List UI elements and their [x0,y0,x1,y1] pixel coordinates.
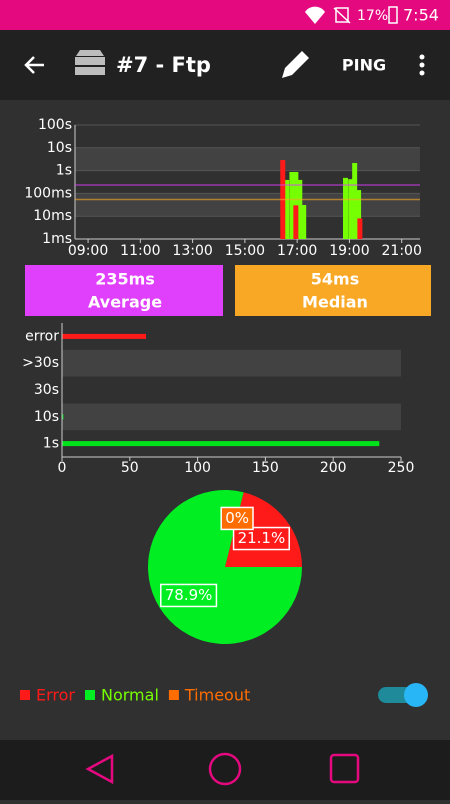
nav-bar [0,740,450,800]
pie-label-box [220,506,254,531]
x-tick-label: 0 [58,460,67,476]
bar [293,205,299,239]
bar [357,218,363,239]
toggle-knob[interactable] [404,683,428,707]
pie-label-box [232,526,290,551]
pie-label: 78.9% [165,586,213,604]
y-tick-label: 1ms [42,231,72,247]
bar [301,204,307,239]
grid-band [75,147,420,171]
legend-swatch [85,690,95,700]
legend-swatch [20,690,30,700]
x-tick-label: 17:00 [277,243,317,259]
stat-box [25,265,223,316]
y-tick-label: 10s [47,140,72,156]
bar [352,163,358,239]
bar [289,171,295,239]
bar [284,179,290,239]
x-tick-label: 21:00 [382,243,422,259]
battery-text: 17% [357,8,388,24]
bar [62,333,147,339]
clock: 7:54 [403,6,439,25]
back-button[interactable] [24,56,44,74]
x-tick-label: 13:00 [172,243,212,259]
grid-band [62,349,401,377]
status-bar [0,0,450,30]
pie-label: 0% [225,509,249,527]
x-tick-label: 200 [320,460,347,476]
stat-name: Median [302,293,368,312]
grid-band [62,403,401,431]
bar [62,441,380,447]
y-tick-label: 1s [56,163,72,179]
nav-home[interactable] [208,752,242,786]
x-tick-label: 15:00 [225,243,265,259]
battery-icon [388,6,398,24]
stat-value: 54ms [311,270,359,289]
stat-value: 235ms [95,270,155,289]
nav-recent[interactable] [329,753,360,784]
menu-button[interactable] [419,54,425,76]
x-tick-label: 100 [184,460,211,476]
y-tick-label: 10ms [33,208,72,224]
nav-back[interactable] [85,753,114,785]
stat-box [235,265,431,316]
legend-swatch [168,690,179,700]
bar [62,414,64,420]
x-tick-label: 09:00 [68,243,108,259]
pie-label: 21.1% [238,529,286,547]
y-tick-label: error [25,328,59,344]
x-tick-label: 11:00 [120,243,160,259]
y-tick-label: 100s [38,117,72,133]
ping-button[interactable]: PING [342,56,386,75]
pie-label-box [160,583,218,608]
grid-band [75,193,420,217]
x-tick-label: 150 [252,460,279,476]
legend-label: Error [36,686,75,705]
server-icon [75,50,105,75]
y-tick-label: 1s [43,436,59,452]
bar [297,179,303,239]
sim-slash [333,7,351,24]
bar [343,177,349,239]
sim-icon [335,7,349,23]
wifi-icon [305,6,325,24]
y-tick-label: 10s [34,409,59,425]
y-tick-label: 30s [34,382,59,398]
bar [348,179,354,239]
edit-button[interactable] [282,51,309,78]
bar [356,190,362,239]
y-tick-label: >30s [22,355,59,371]
toolbar-title: #7 - Ftp [116,53,211,77]
legend-label: Normal [101,686,159,705]
x-tick-label: 19:00 [329,243,369,259]
x-tick-label: 50 [121,460,139,476]
stat-name: Average [88,293,162,312]
x-tick-label: 250 [388,460,415,476]
y-tick-label: 100ms [24,185,72,201]
legend-label: Timeout [184,686,250,705]
